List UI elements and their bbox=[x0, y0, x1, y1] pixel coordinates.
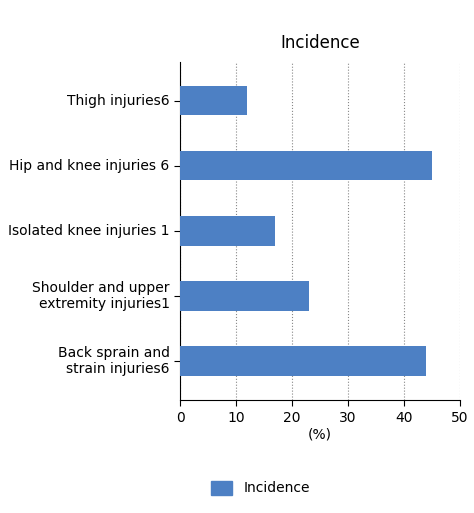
X-axis label: (%): (%) bbox=[308, 427, 332, 441]
Bar bbox=[180, 346, 426, 376]
Bar bbox=[180, 151, 432, 181]
Legend: Incidence: Incidence bbox=[206, 475, 316, 501]
Bar bbox=[180, 281, 309, 310]
Bar bbox=[180, 216, 275, 246]
Title: Incidence: Incidence bbox=[280, 34, 360, 52]
Bar bbox=[180, 86, 247, 115]
